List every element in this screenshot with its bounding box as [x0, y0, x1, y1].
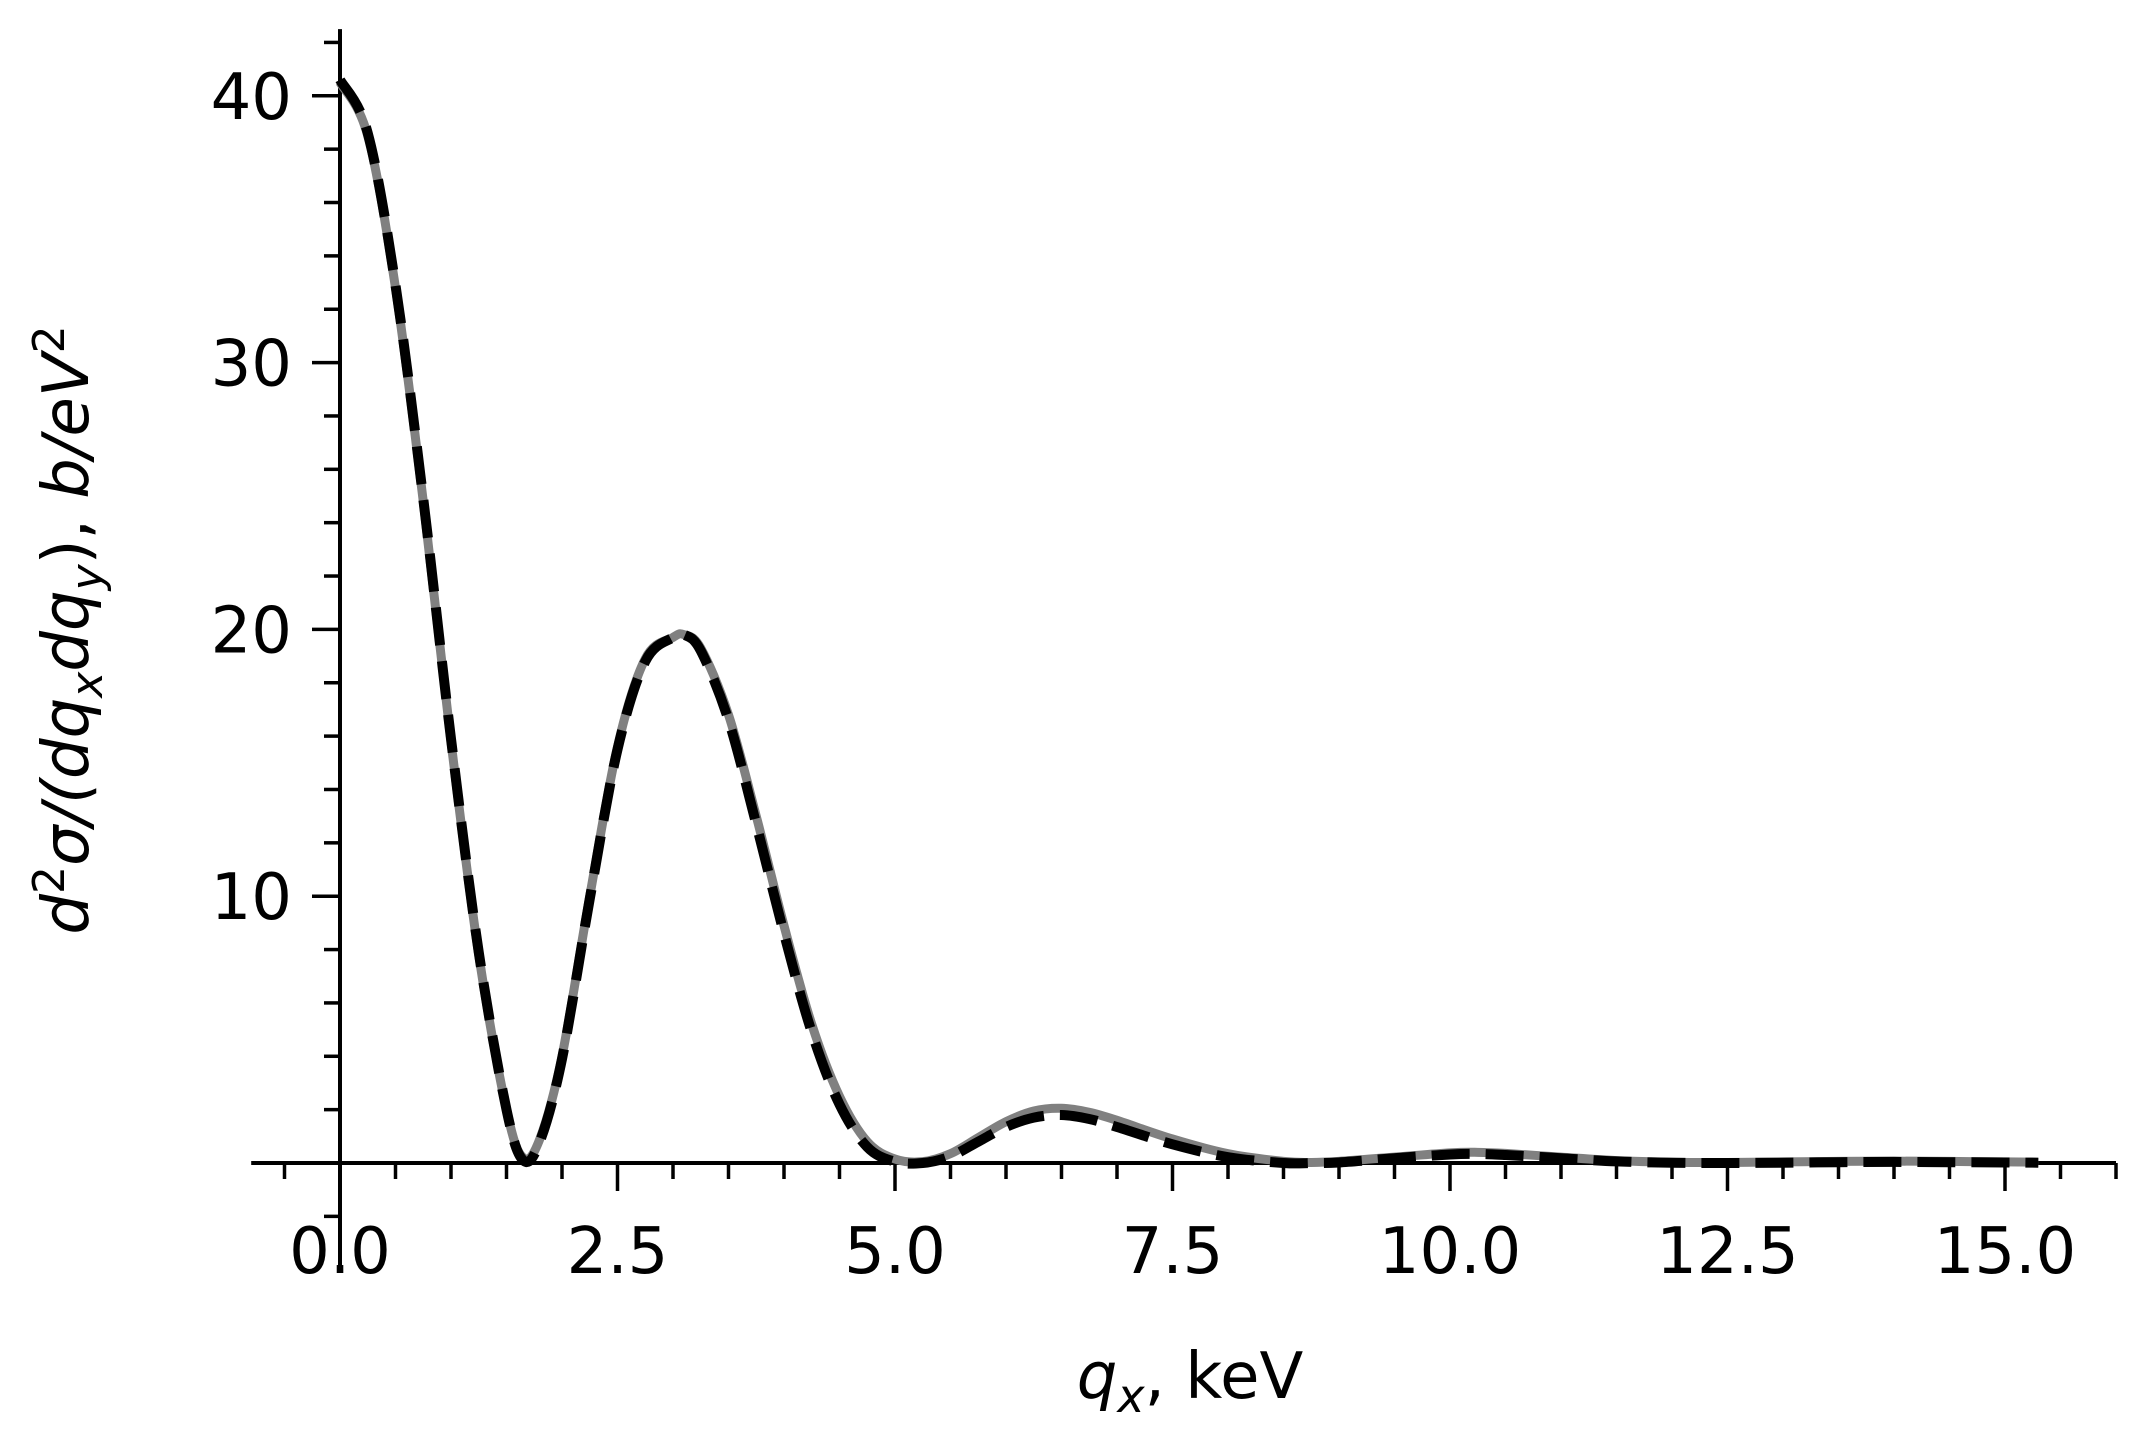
- x-tick-label: 7.5: [1122, 1215, 1224, 1289]
- y-tick-label: 30: [211, 328, 292, 402]
- x-axis-title: qx, keV: [1077, 1340, 1304, 1423]
- x-tick-label: 5.0: [844, 1215, 946, 1289]
- x-tick-label: 12.5: [1656, 1215, 1799, 1289]
- y-tick-label: 10: [211, 861, 292, 935]
- y-tick-label: 20: [211, 594, 292, 668]
- y-tick-label: 40: [211, 61, 292, 135]
- x-axis: 0.0 2.5 5.0 7.5 10.0 12.5 15.0: [251, 1161, 2118, 1289]
- series-layer: [335, 77, 2039, 1169]
- x-tick-label: 2.5: [567, 1215, 669, 1289]
- y-axis-title: d2σ/(dqxdqy), b/eV2: [24, 325, 113, 934]
- series-dashed-line: [335, 77, 2039, 1169]
- y-axis: 10 20 30 40: [211, 29, 342, 1267]
- x-tick-label: 10.0: [1379, 1215, 1522, 1289]
- series-solid-line: [336, 80, 2039, 1168]
- x-tick-label: 15.0: [1934, 1215, 2077, 1289]
